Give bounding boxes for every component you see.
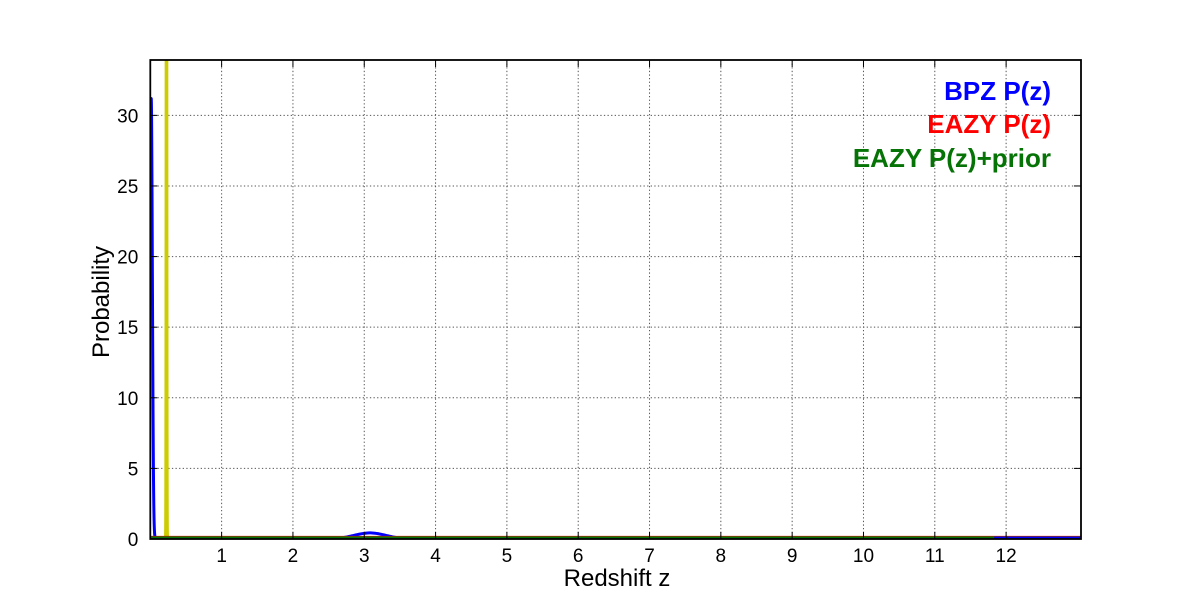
svg-text:25: 25 xyxy=(117,177,138,198)
svg-text:10: 10 xyxy=(853,546,874,567)
svg-text:1: 1 xyxy=(216,546,227,567)
svg-text:3: 3 xyxy=(359,546,370,567)
svg-text:EAZY P(z)+prior: EAZY P(z)+prior xyxy=(853,143,1051,173)
svg-text:20: 20 xyxy=(117,248,138,269)
svg-text:8: 8 xyxy=(716,546,727,567)
svg-text:7: 7 xyxy=(644,546,655,567)
svg-text:6: 6 xyxy=(573,546,584,567)
svg-text:10: 10 xyxy=(117,389,138,410)
svg-text:2: 2 xyxy=(288,546,299,567)
svg-text:Probability: Probability xyxy=(88,246,115,358)
svg-text:0: 0 xyxy=(128,530,139,551)
svg-text:5: 5 xyxy=(502,546,513,567)
svg-text:9: 9 xyxy=(787,546,798,567)
svg-text:BPZ P(z): BPZ P(z) xyxy=(944,76,1051,106)
svg-text:12: 12 xyxy=(996,546,1017,567)
svg-text:11: 11 xyxy=(925,546,945,567)
svg-text:4: 4 xyxy=(430,546,441,567)
svg-text:15: 15 xyxy=(117,318,138,339)
svg-text:5: 5 xyxy=(128,459,139,480)
svg-text:Redshift z: Redshift z xyxy=(564,565,671,592)
svg-text:30: 30 xyxy=(117,106,138,127)
svg-text:EAZY P(z): EAZY P(z) xyxy=(927,109,1051,139)
